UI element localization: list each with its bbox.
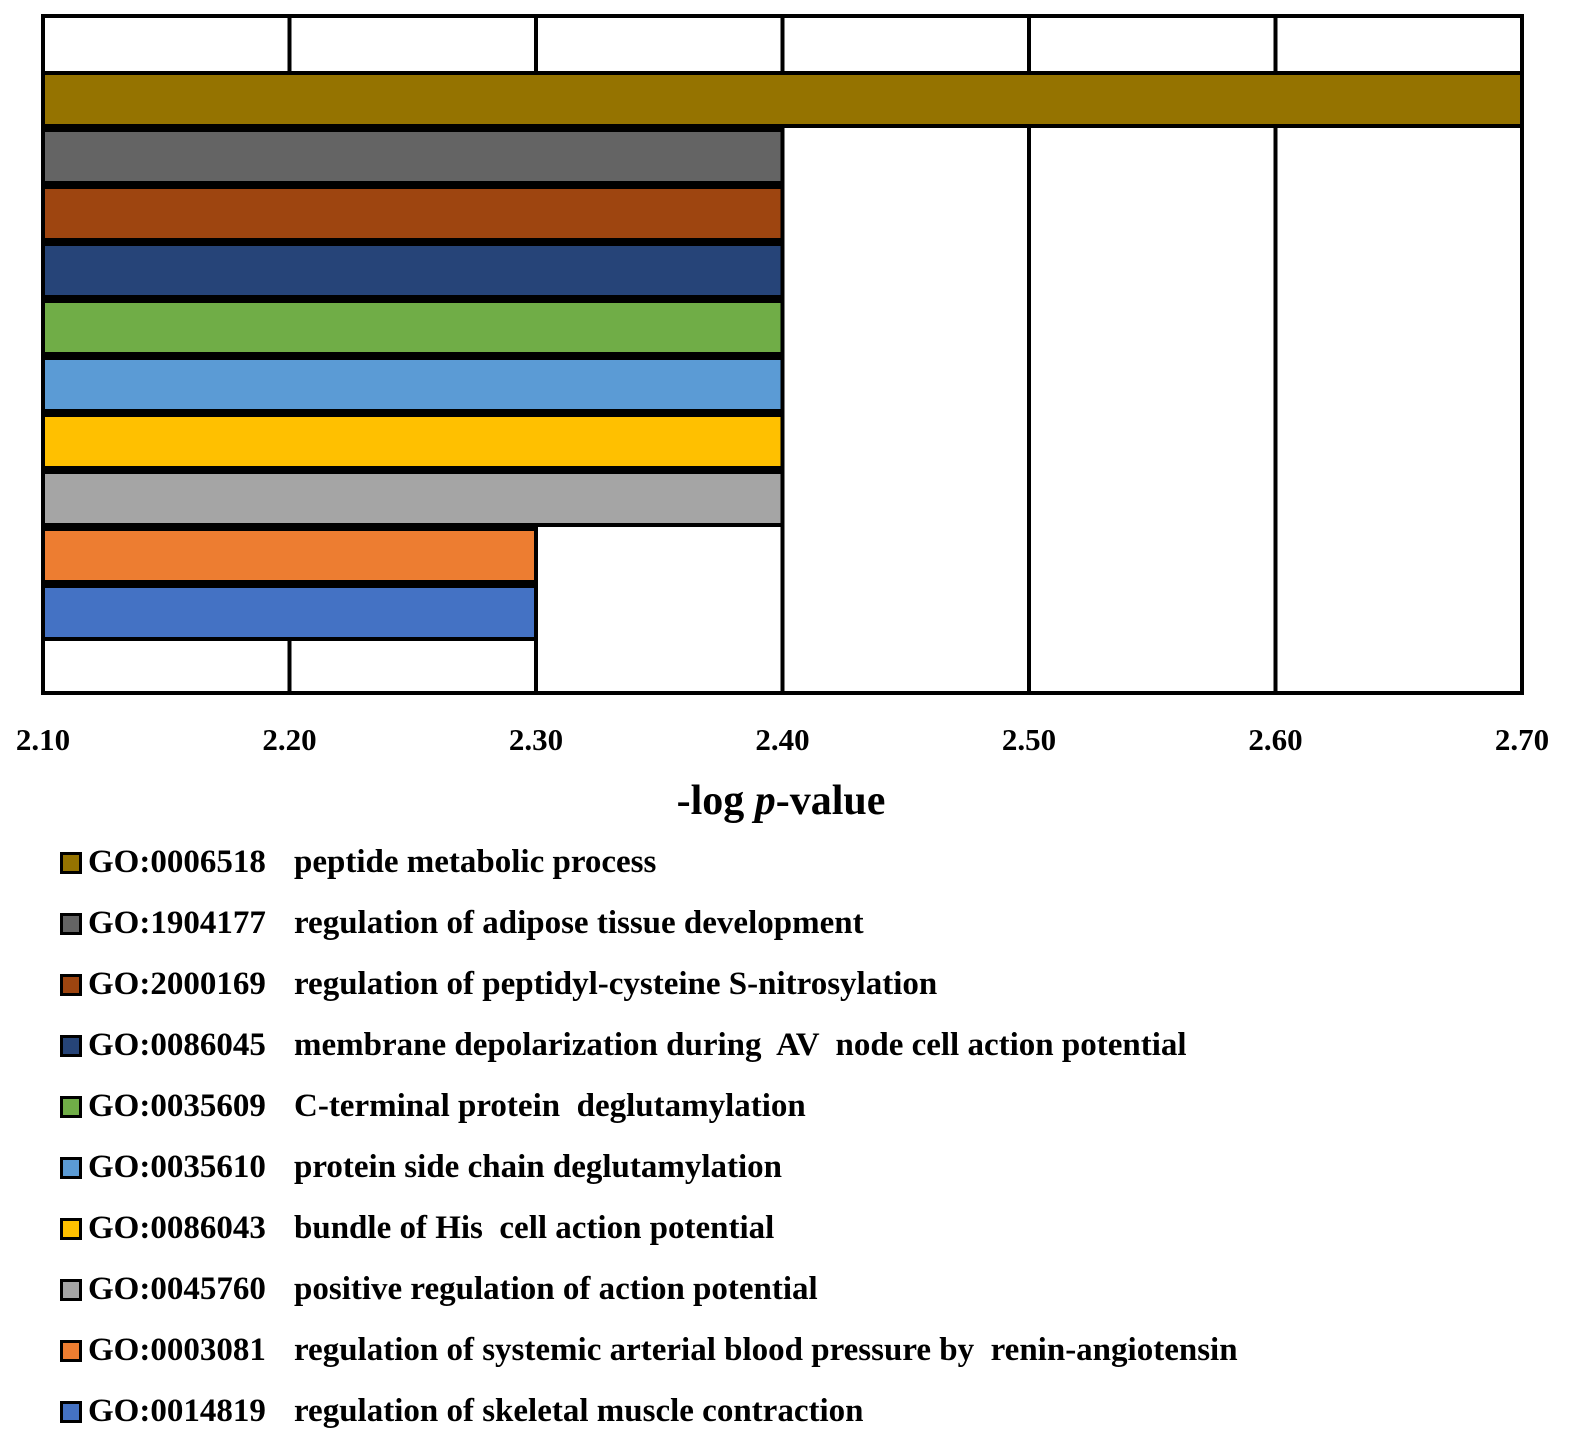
legend-item: GO:2000169 regulation of peptidyl-cystein… [60, 954, 1238, 1015]
legend-item: GO:0035609 C-terminal protein deglutamyla… [60, 1076, 1238, 1137]
bar [41, 299, 785, 356]
bar [41, 356, 785, 413]
legend-go-id: GO:0086045 [88, 1027, 266, 1063]
legend-item: GO:1904177 regulation of adipose tissue d… [60, 893, 1238, 954]
legend-swatch [60, 1339, 82, 1362]
bar [41, 185, 785, 242]
legend-go-id: GO:0014819 [88, 1393, 266, 1429]
bar [41, 242, 785, 299]
x-tick-label: 2.60 [1248, 722, 1302, 757]
bar [41, 413, 785, 470]
legend-go-id: GO:1904177 [88, 905, 266, 941]
legend-item: GO:0086043 bundle of His cell action pote… [60, 1198, 1238, 1259]
legend-label: regulation of adipose tissue development [294, 905, 864, 941]
legend-go-id: GO:0003081 [88, 1332, 266, 1368]
legend-go-id: GO:0035609 [88, 1088, 266, 1124]
legend-label: C-terminal protein deglutamylation [294, 1088, 806, 1124]
plot-frame [41, 14, 1524, 695]
x-tick-label: 2.40 [755, 722, 809, 757]
legend-swatch [60, 912, 82, 935]
legend-item: GO:0035610 protein side chain deglutamyla… [60, 1137, 1238, 1198]
legend-swatch [60, 1034, 82, 1057]
legend-swatch [60, 1095, 82, 1118]
legend-label: regulation of skeletal muscle contractio… [294, 1393, 864, 1429]
legend-swatch [60, 973, 82, 996]
bar [41, 527, 538, 584]
bar-chart: 2.10 2.20 2.30 2.40 2.50 2.60 2.70 -log p-valu… [16, 14, 1549, 824]
x-tick-labels: 2.10 2.20 2.30 2.40 2.50 2.60 2.70 [16, 722, 1549, 757]
legend-label: peptide metabolic process [294, 844, 657, 880]
legend-label: positive regulation of action potential [294, 1271, 818, 1307]
x-tick-label: 2.70 [1495, 722, 1549, 757]
legend-swatch [60, 1217, 82, 1240]
legend-label: regulation of peptidyl-cysteine S-nitros… [294, 966, 938, 1002]
legend-label: membrane depolarization during AV node c… [294, 1027, 1187, 1063]
legend-swatch [60, 1278, 82, 1301]
legend-label: protein side chain deglutamylation [294, 1149, 783, 1185]
legend-label: bundle of His cell action potential [294, 1210, 775, 1246]
legend-go-id: GO:2000169 [88, 966, 266, 1002]
x-axis-label: -log p-value [677, 778, 886, 824]
bar [41, 470, 785, 527]
legend-item: GO:0003081 regulation of systemic arteria… [60, 1320, 1238, 1381]
x-tick-label: 2.20 [262, 722, 316, 757]
bar [41, 128, 785, 185]
x-tick-label: 2.30 [509, 722, 563, 757]
legend-swatch [60, 1400, 82, 1423]
legend-item: GO:0006518 peptide metabolic process [60, 832, 1238, 893]
legend-swatch [60, 1156, 82, 1179]
legend-go-id: GO:0006518 [88, 844, 266, 880]
legend-item: GO:0045760 positive regulation of action … [60, 1259, 1238, 1320]
legend-go-id: GO:0086043 [88, 1210, 266, 1246]
legend-go-id: GO:0045760 [88, 1271, 266, 1307]
legend: GO:0006518 peptide metabolic process GO:19… [60, 832, 1238, 1442]
x-tick-label: 2.10 [16, 722, 70, 757]
bar [41, 584, 538, 641]
bar [41, 71, 1524, 128]
legend-item: GO:0086045 membrane depolarization during… [60, 1015, 1238, 1076]
legend-swatch [60, 851, 82, 874]
legend-item: GO:0014819 regulation of skeletal muscle … [60, 1381, 1238, 1442]
legend-go-id: GO:0035610 [88, 1149, 266, 1185]
legend-label: regulation of systemic arterial blood pr… [294, 1332, 1238, 1368]
x-tick-label: 2.50 [1002, 722, 1056, 757]
